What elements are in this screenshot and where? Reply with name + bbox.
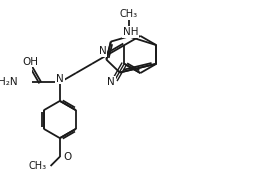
Text: OH: OH <box>22 57 38 67</box>
Text: N: N <box>98 46 106 56</box>
Text: CH₃: CH₃ <box>29 161 47 171</box>
Text: H₂N: H₂N <box>0 77 18 87</box>
Text: N: N <box>56 74 64 84</box>
Text: NH: NH <box>122 27 138 37</box>
Text: O: O <box>63 152 72 162</box>
Text: CH₃: CH₃ <box>119 9 137 19</box>
Text: N: N <box>107 77 115 87</box>
